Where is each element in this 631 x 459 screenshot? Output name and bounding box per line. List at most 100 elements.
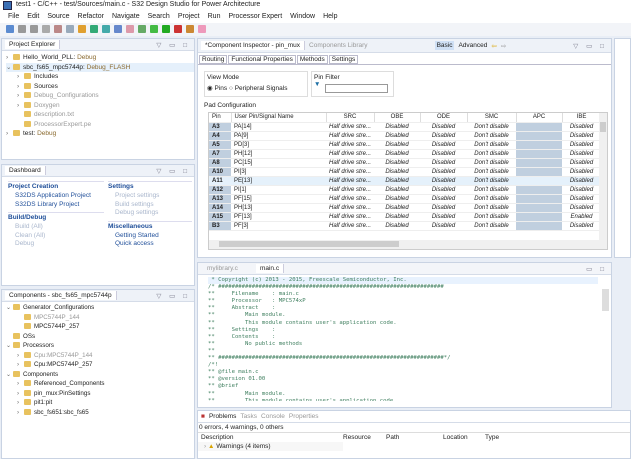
col-path[interactable]: Path (386, 434, 400, 441)
chevron-right-icon[interactable]: › (17, 101, 20, 109)
menu-project[interactable]: Project (177, 13, 200, 20)
table-cell[interactable]: Half drive stre... (326, 167, 374, 177)
toolbar-button-icon[interactable] (42, 25, 50, 33)
table-cell[interactable]: Disabled (562, 122, 601, 132)
table-cell[interactable]: Disabled (420, 158, 467, 168)
table-cell[interactable]: Disabled (562, 149, 601, 159)
toolbar-button-icon[interactable] (150, 25, 158, 33)
table-cell[interactable]: Disabled (420, 194, 467, 204)
table-cell[interactable]: Half drive stre... (326, 158, 374, 168)
table-cell[interactable]: Half drive stre... (326, 140, 374, 150)
table-cell[interactable]: PE[13] (231, 176, 326, 186)
table-cell[interactable]: Disabled (374, 140, 420, 150)
tree-item[interactable]: › Sources (6, 82, 194, 92)
table-cell[interactable] (516, 149, 562, 159)
table-row[interactable]: A3 PA[14] Half drive stre... Disabled Disabl… (209, 122, 601, 132)
vertical-scrollbar[interactable] (599, 113, 607, 241)
tree-item[interactable]: ⌄ Components (6, 370, 194, 380)
settings-heading[interactable]: Settings (108, 181, 192, 190)
table-row[interactable]: A13 PF[15] Half drive stre... Disabled Disab… (209, 194, 601, 204)
table-cell[interactable]: PF[13] (231, 212, 326, 222)
chevron-right-icon[interactable]: › (6, 130, 9, 137)
table-row[interactable]: A8 PC[15] Half drive stre... Disabled Disabl… (209, 158, 601, 168)
table-cell[interactable]: Disabled (420, 122, 467, 132)
view-controls[interactable]: ▭ □ (586, 265, 607, 273)
table-cell[interactable]: Disabled (420, 185, 467, 195)
table-row[interactable]: B3 PF[3] Half drive stre... Disabled Disable… (209, 221, 601, 231)
build-link[interactable]: Build (All) (15, 223, 43, 230)
tree-item[interactable]: › test: Debug (6, 130, 57, 137)
tab-main-c[interactable]: main.c (255, 264, 285, 273)
table-cell[interactable]: Disabled (420, 212, 467, 222)
toolbar-button-icon[interactable] (174, 25, 182, 33)
view-controls[interactable]: ▽ ▭ □ (156, 41, 190, 49)
tab-mylibrary-c[interactable]: mylibrary.c (207, 265, 238, 272)
table-cell[interactable]: A4 (209, 131, 231, 141)
warnings-row[interactable]: › ▲ Warnings (4 items) (198, 442, 343, 451)
forward-icon[interactable]: ⇨ (500, 42, 507, 50)
table-cell[interactable]: Disabled (374, 185, 420, 195)
new-library-project-link[interactable]: S32DS Library Project (15, 200, 80, 208)
toolbar-button-icon[interactable] (186, 25, 194, 33)
menu-search[interactable]: Search (147, 13, 170, 20)
col-location[interactable]: Location (443, 434, 468, 441)
tree-item[interactable]: description.txt (6, 110, 194, 120)
table-cell[interactable]: Don't disable (467, 203, 516, 213)
table-cell[interactable] (516, 140, 562, 150)
table-cell[interactable]: Disabled (420, 221, 467, 231)
tree-item[interactable]: › Referenced_Components (6, 379, 194, 389)
table-cell[interactable]: Don't disable (467, 122, 516, 132)
table-row[interactable]: A11 PE[13] Half drive stre... Disabled Disab… (209, 176, 601, 186)
table-cell[interactable]: B3 (209, 221, 231, 231)
toolbar-button-icon[interactable] (18, 25, 26, 33)
chevron-right-icon[interactable]: › (6, 54, 9, 61)
table-cell[interactable]: Half drive stre... (326, 212, 374, 222)
table-cell[interactable]: PF[15] (231, 194, 326, 204)
build-debug-heading[interactable]: Build/Debug (8, 212, 104, 221)
table-cell[interactable]: Disabled (420, 167, 467, 177)
table-cell[interactable]: Disabled (374, 221, 420, 231)
tree-item[interactable]: › Cpu:MPC5744P_144 (6, 351, 194, 361)
pins-radio-label[interactable]: Pins (214, 85, 228, 92)
getting-started-link[interactable]: Getting Started (115, 231, 159, 239)
tab-console[interactable]: Console (261, 413, 285, 420)
tab-problems[interactable]: Problems (208, 413, 237, 420)
peripheral-signals-radio[interactable]: ○ (228, 85, 235, 92)
tree-item[interactable]: › Includes (6, 72, 194, 82)
tab-components[interactable]: Components - sbc_fs65_mpc5744p (5, 291, 117, 300)
toolbar-button-icon[interactable] (54, 25, 62, 33)
toolbar-button-icon[interactable] (66, 25, 74, 33)
chevron-right-icon[interactable]: › (17, 82, 20, 90)
tab-properties[interactable]: Properties (288, 413, 319, 420)
table-cell[interactable]: PI[3] (231, 167, 326, 177)
table-cell[interactable]: Half drive stre... (326, 185, 374, 195)
tree-item[interactable]: › pin_mux:PinSettings (6, 389, 194, 399)
tree-item[interactable]: › Cpu:MPC5744P_257 (6, 360, 194, 370)
tab-components-library[interactable]: Components Library (309, 42, 368, 49)
table-cell[interactable]: Don't disable (467, 149, 516, 159)
toolbar-button-icon[interactable] (198, 25, 206, 33)
table-cell[interactable]: Don't disable (467, 140, 516, 150)
table-cell[interactable]: A13 (209, 194, 231, 204)
table-cell[interactable] (516, 167, 562, 177)
chevron-right-icon[interactable]: › (17, 92, 20, 99)
menu-edit[interactable]: Edit (27, 13, 40, 20)
toolbar-button-icon[interactable] (90, 25, 98, 33)
chevron-down-icon[interactable]: ⌄ (6, 342, 12, 349)
subtab-settings[interactable]: Settings (328, 55, 359, 64)
table-cell[interactable]: Half drive stre... (326, 122, 374, 132)
table-cell[interactable] (516, 158, 562, 168)
menu-refactor[interactable]: Refactor (77, 13, 104, 20)
tab-dashboard[interactable]: Dashboard (5, 166, 46, 175)
table-row[interactable]: A7 PH[12] Half drive stre... Disabled Disabl… (209, 149, 601, 159)
table-cell[interactable]: PD[3] (231, 140, 326, 150)
quick-access-link[interactable]: Quick access (115, 240, 154, 247)
tree-item[interactable]: OSs (6, 332, 194, 342)
table-cell[interactable]: Don't disable (467, 185, 516, 195)
tree-item[interactable]: › Hello_World_PLL: Debug (6, 54, 97, 61)
table-cell[interactable]: PH[13] (231, 203, 326, 213)
table-cell[interactable]: A12 (209, 185, 231, 195)
table-cell[interactable]: Half drive stre... (326, 203, 374, 213)
table-cell[interactable]: Disabled (374, 122, 420, 132)
table-cell[interactable]: Disabled (374, 176, 420, 186)
